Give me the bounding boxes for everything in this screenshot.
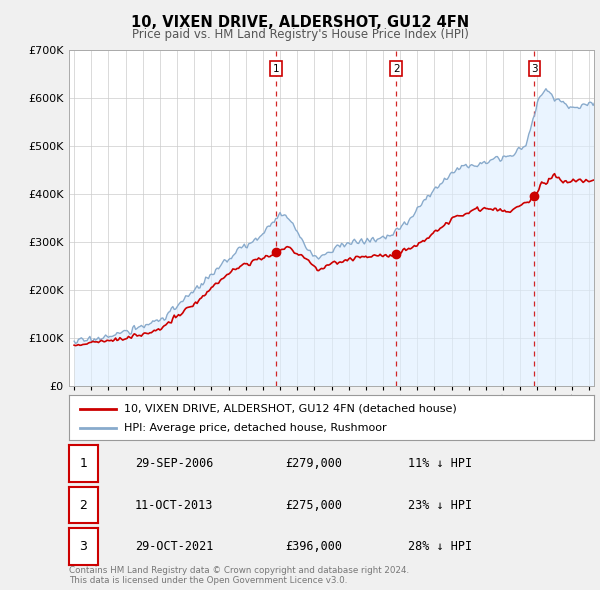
Text: 2: 2	[79, 499, 88, 512]
Text: 11% ↓ HPI: 11% ↓ HPI	[408, 457, 472, 470]
Text: 29-SEP-2006: 29-SEP-2006	[135, 457, 214, 470]
Text: £275,000: £275,000	[285, 499, 342, 512]
Text: 28% ↓ HPI: 28% ↓ HPI	[408, 540, 472, 553]
Text: 23% ↓ HPI: 23% ↓ HPI	[408, 499, 472, 512]
Text: 2: 2	[393, 64, 400, 74]
Text: £279,000: £279,000	[285, 457, 342, 470]
Text: This data is licensed under the Open Government Licence v3.0.: This data is licensed under the Open Gov…	[69, 576, 347, 585]
Text: HPI: Average price, detached house, Rushmoor: HPI: Average price, detached house, Rush…	[124, 424, 387, 434]
Text: 10, VIXEN DRIVE, ALDERSHOT, GU12 4FN: 10, VIXEN DRIVE, ALDERSHOT, GU12 4FN	[131, 15, 469, 30]
Text: £396,000: £396,000	[285, 540, 342, 553]
Text: 3: 3	[79, 540, 88, 553]
Text: Price paid vs. HM Land Registry's House Price Index (HPI): Price paid vs. HM Land Registry's House …	[131, 28, 469, 41]
Text: 10, VIXEN DRIVE, ALDERSHOT, GU12 4FN (detached house): 10, VIXEN DRIVE, ALDERSHOT, GU12 4FN (de…	[124, 404, 457, 414]
Text: 11-OCT-2013: 11-OCT-2013	[135, 499, 214, 512]
Text: 3: 3	[531, 64, 538, 74]
Text: 1: 1	[272, 64, 279, 74]
Text: Contains HM Land Registry data © Crown copyright and database right 2024.: Contains HM Land Registry data © Crown c…	[69, 566, 409, 575]
Text: 1: 1	[79, 457, 88, 470]
Text: 29-OCT-2021: 29-OCT-2021	[135, 540, 214, 553]
